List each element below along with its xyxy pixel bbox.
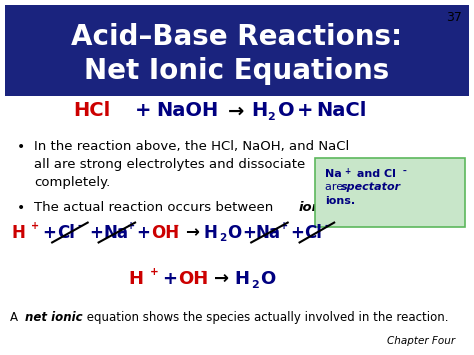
Text: H: H [128, 270, 143, 288]
Text: –: – [201, 267, 206, 277]
Text: Na: Na [256, 224, 281, 241]
Text: H: H [235, 270, 250, 288]
Text: O: O [228, 224, 242, 241]
Text: •: • [17, 140, 25, 154]
Text: Chapter Four: Chapter Four [387, 336, 455, 346]
Text: 2: 2 [251, 280, 259, 290]
Text: OH: OH [151, 224, 179, 241]
Text: –: – [173, 221, 178, 231]
Text: spectator: spectator [341, 182, 401, 192]
Text: are: are [325, 182, 346, 192]
Text: and Cl: and Cl [353, 169, 396, 179]
Text: HCl: HCl [73, 101, 111, 120]
Text: +: + [150, 267, 158, 277]
Text: +: + [135, 101, 152, 120]
Text: Acid–Base Reactions:: Acid–Base Reactions: [72, 23, 402, 51]
Text: +: + [163, 270, 178, 288]
Text: NaOH: NaOH [156, 101, 219, 120]
Text: –: – [403, 167, 407, 176]
Text: •: • [17, 201, 25, 214]
Text: –: – [77, 221, 82, 231]
Text: +: + [127, 221, 135, 231]
Text: →: → [185, 224, 199, 241]
Text: OH: OH [178, 270, 208, 288]
Text: equation shows the species actually involved in the reaction.: equation shows the species actually invo… [83, 311, 448, 324]
Text: Cl: Cl [304, 224, 322, 241]
Text: The actual reaction occurs between: The actual reaction occurs between [34, 201, 278, 214]
Text: Na: Na [325, 169, 341, 179]
Text: +: + [280, 221, 288, 231]
Text: 37: 37 [447, 11, 462, 24]
Text: net ionic: net ionic [25, 311, 83, 324]
Text: H: H [12, 224, 26, 241]
Text: NaCl: NaCl [317, 101, 367, 120]
Text: –: – [325, 221, 329, 231]
Text: +: + [31, 221, 39, 231]
Text: +: + [345, 167, 351, 176]
Text: H: H [251, 101, 267, 120]
FancyBboxPatch shape [315, 158, 465, 227]
Text: +: + [243, 224, 256, 241]
Text: ions: ions [299, 201, 329, 214]
Text: O: O [278, 101, 294, 120]
FancyBboxPatch shape [5, 5, 469, 96]
Text: O: O [260, 270, 275, 288]
Text: →: → [228, 101, 244, 120]
Text: Cl: Cl [57, 224, 75, 241]
Text: A: A [10, 311, 22, 324]
Text: ions.: ions. [325, 196, 355, 206]
Text: Na: Na [103, 224, 128, 241]
Text: In the reaction above, the HCl, NaOH, and NaCl
all are strong electrolytes and d: In the reaction above, the HCl, NaOH, an… [34, 140, 349, 189]
Text: →: → [214, 270, 229, 288]
Text: +: + [137, 224, 150, 241]
Text: 2: 2 [267, 112, 274, 122]
Text: +: + [43, 224, 56, 241]
Text: 2: 2 [219, 233, 226, 243]
Text: Net Ionic Equations: Net Ionic Equations [84, 57, 390, 85]
Text: +: + [297, 101, 313, 120]
Text: .: . [327, 201, 331, 214]
Text: +: + [290, 224, 304, 241]
Text: +: + [89, 224, 103, 241]
Text: H: H [204, 224, 218, 241]
